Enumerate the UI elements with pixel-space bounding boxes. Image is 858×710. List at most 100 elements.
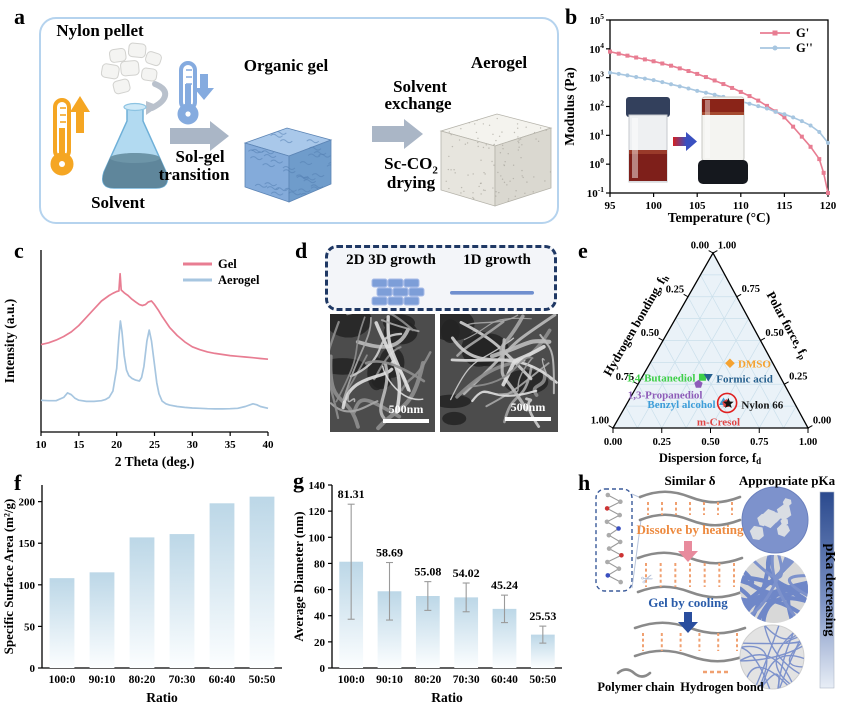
x-tick-label: 50:50 <box>249 674 276 686</box>
bar-60:40 <box>209 503 235 668</box>
bar-70:30 <box>169 534 195 668</box>
cooling-down-arrow <box>194 74 214 100</box>
nanofiber-rod-icon <box>450 291 534 295</box>
point-1,4-Butanediol <box>698 373 706 381</box>
lamellae-stack-icon <box>403 296 420 306</box>
sc-co2-base: Sc-CO <box>384 154 433 173</box>
organic-gel-label: Organic gel <box>243 56 329 75</box>
sc-co2-label-line1: Sc-CO2 <box>384 155 438 177</box>
drying-arrow <box>372 119 423 149</box>
molecule-atom <box>605 559 610 565</box>
ternary-gridline <box>625 405 638 429</box>
cooling-arrow <box>678 612 698 633</box>
x-tick-label: 15 <box>73 439 85 451</box>
lamellae-stack-icon <box>408 287 425 297</box>
sc-co2-subscript: 2 <box>432 164 438 177</box>
x-tick-label: 50:50 <box>529 674 556 686</box>
gel-by-cooling-label: Gel by cooling <box>648 595 728 610</box>
y-tick-label: 102 <box>589 99 604 114</box>
bar-90:10 <box>377 591 402 668</box>
x-tick-label: 80:20 <box>414 674 441 686</box>
x-tick-label: 70:30 <box>453 674 480 686</box>
x-axis-title: Ratio <box>431 690 463 705</box>
x-tick-label: 70:30 <box>169 674 196 686</box>
legend-label: Gel <box>218 257 237 271</box>
y-tick-label: 0 <box>30 663 36 675</box>
sol-gel-label-line1: Sol-gel <box>175 147 225 166</box>
ternary-gridline <box>700 274 784 429</box>
y-tick-label: 101 <box>589 127 604 142</box>
xrd-curve-Aerogel <box>40 320 269 410</box>
polymer-chain <box>638 513 742 527</box>
right-axis-tick-label: 1.00 <box>718 240 736 251</box>
right-axis-tick-label: 0.75 <box>742 284 760 295</box>
growth-schematic-box <box>325 245 557 311</box>
bar-100:0 <box>49 578 75 668</box>
y-tick-label: 150 <box>19 538 36 550</box>
molecule-atom <box>604 519 610 525</box>
bar-60:40 <box>492 608 517 668</box>
pka-decreasing-label: pKa decreasing <box>822 543 837 637</box>
x-tick-label: 60:40 <box>491 674 518 686</box>
nylon-pellet-label: Nylon pellet <box>56 21 144 40</box>
y-tick-label: 100 <box>309 532 326 544</box>
y-tick-label: 104 <box>589 41 604 56</box>
lamellae-stack-icon <box>387 278 404 288</box>
sc-co2-label-line2: drying <box>386 173 436 192</box>
polymer-chain <box>638 490 742 504</box>
bar-value-label: 54.02 <box>453 566 480 580</box>
nylon-pellet-icon <box>127 42 147 59</box>
bar-80:20 <box>415 596 440 668</box>
appropriate-pka-heading: Appropriate pKa <box>738 473 836 488</box>
panel-a-letter: a <box>14 4 25 29</box>
aerogel-cube <box>494 127 552 207</box>
bar-50:50 <box>530 634 555 668</box>
ternary-gridline <box>783 405 797 429</box>
y-tick-label: 103 <box>589 70 604 85</box>
panel-h-letter: h <box>578 470 591 495</box>
x-tick-label: 120 <box>820 200 837 212</box>
point-label-1,4-Butanediol: 1,4-Butanediol <box>627 372 696 384</box>
lamellae-stack-icon <box>387 296 404 306</box>
lamellae-stack-icon <box>403 278 420 288</box>
heating-up-arrow <box>70 96 90 133</box>
scalebar-right-label: 500nm <box>510 400 546 414</box>
lamellae-stack-icon <box>371 296 388 306</box>
point-label-DMSO: DMSO <box>738 358 771 370</box>
lamellae-stack-icon <box>376 287 393 297</box>
x-tick-label: 90:10 <box>89 674 116 686</box>
panel-g-diameter-chart: 0 20 40 60 80 100 120 140 100:0 81.31 90:10 58.69 80… <box>291 480 562 705</box>
bar-90:10 <box>89 572 115 668</box>
xrd-curve-Gel <box>40 272 269 361</box>
polymer-chain-legend-icon <box>616 668 652 678</box>
molecule-atom <box>604 506 610 511</box>
hydrogen-bond-legend-label: Hydrogen bond <box>680 680 764 694</box>
bottom-axis-tick-label: 0.75 <box>750 437 768 448</box>
bar-70:30 <box>454 597 479 668</box>
molecule-atom <box>618 579 623 585</box>
pour-arrow-head <box>146 101 159 115</box>
point-label-Formic acid: Formic acid <box>716 373 773 385</box>
y-tick-label: 20 <box>314 637 326 649</box>
x-tick-label: 100:0 <box>338 674 365 686</box>
bottom-axis-tick-label: 0.50 <box>701 437 719 448</box>
molecule-atom <box>616 526 621 531</box>
sem-image-1d-fibers <box>440 314 558 432</box>
bar-value-label: 25.53 <box>529 609 556 623</box>
similar-delta-heading: Similar δ <box>664 473 716 488</box>
point-Nylon 66 <box>723 397 734 409</box>
molecule-atom <box>617 512 623 518</box>
dissolve-by-heating-label: Dissolve by heating <box>636 522 744 537</box>
bar-value-label: 55.08 <box>414 565 441 579</box>
x-tick-label: 60:40 <box>209 674 236 686</box>
y-tick-label: 10-1 <box>587 185 604 200</box>
ternary-gridline <box>758 384 785 429</box>
ternary-gridline <box>650 362 687 429</box>
molecule-atom <box>618 499 623 504</box>
ternary-gridline <box>685 318 749 429</box>
point-DMSO <box>725 358 735 369</box>
panel-c-letter: c <box>14 238 24 263</box>
x-axis-title: Ratio <box>146 690 178 705</box>
x-tick-label: 40 <box>263 439 275 451</box>
legend-label: Aerogel <box>218 273 260 287</box>
